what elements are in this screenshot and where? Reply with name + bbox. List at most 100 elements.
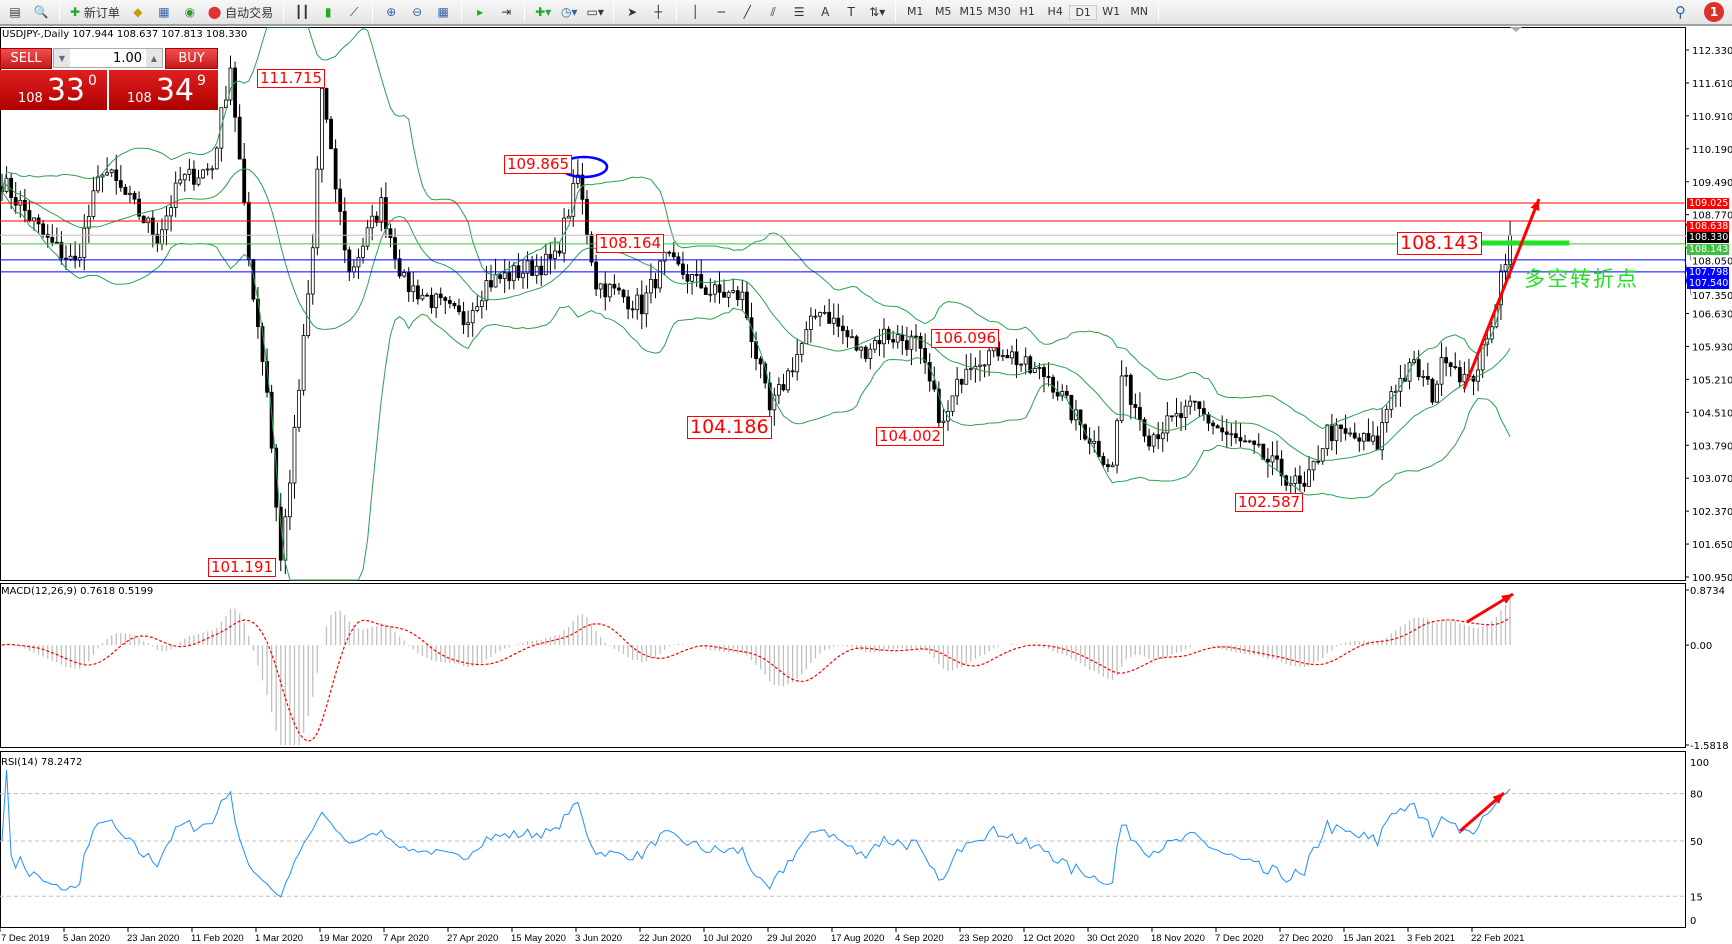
sell-button[interactable]: SELL [0,48,52,69]
signals-icon[interactable]: ◉ [184,5,196,19]
notification-badge[interactable]: 1 [1704,2,1724,22]
price-annotation: 104.002 [876,427,945,446]
price-tick-label: 104.510 [1692,408,1732,419]
candle-body [411,285,416,293]
price-tick-label: 103.070 [1692,474,1732,485]
search-icon[interactable]: ⚲ [1675,3,1686,21]
candle-body [836,317,841,327]
price-chart[interactable]: 112.330 111.610 110.910 110.190 109.490 108.7… [0,27,1732,944]
line-chart-icon[interactable]: ⟋ [349,4,359,19]
candle-body [895,334,900,343]
lot-size-field[interactable]: ▼ 1.00 ▲ [53,48,163,68]
candle-body [100,174,105,178]
candle-body [1444,357,1449,364]
new-order-button[interactable]: ✚ 新订单 [67,1,123,23]
indicators-icon[interactable]: ✚▾ [535,5,552,19]
bollinger-middle [1,168,1511,462]
date-label: 19 Mar 2020 [319,933,372,944]
terminal-icon[interactable]: ▦ [158,5,170,19]
candle-body [840,325,845,331]
price-level-leader [1684,243,1688,250]
candle-body [388,228,393,239]
zoom-in-icon[interactable]: ⊕ [386,5,397,19]
lot-size-value[interactable]: 1.00 [113,50,142,66]
timeframe-mn[interactable]: MN [1130,4,1149,18]
candle-body [1037,367,1042,369]
lot-increase-icon[interactable]: ▲ [146,49,162,67]
vertical-line-icon[interactable]: │ [691,5,699,19]
candle-body [713,284,717,295]
candle-body [1160,432,1165,440]
candle-body [690,274,694,282]
metaeditor-icon[interactable]: ◆ [133,5,143,19]
candle-body [621,289,626,298]
bar-chart-icon[interactable]: ┃┃ [294,5,310,19]
candle-body [1197,401,1202,409]
cursor-icon[interactable]: ➤ [627,5,638,19]
crosshair-icon[interactable]: ┼ [654,5,662,19]
fibonacci-icon[interactable]: ☰ [793,5,805,19]
candle-body [1238,437,1243,442]
buy-price[interactable]: 108 34 9 [109,70,218,110]
date-label: 17 Aug 2020 [831,933,884,944]
timeframe-h1[interactable]: H1 [1019,4,1035,18]
trendline-icon[interactable]: ╱ [743,5,751,19]
price-tick-label: 106.630 [1692,310,1732,321]
price-tick-label: 108.050 [1692,257,1732,268]
price-tick-label: 103.790 [1692,441,1732,452]
rsi-arrow-head [1492,793,1504,804]
timeframe-d1[interactable]: D1 [1069,4,1098,20]
tile-windows-icon[interactable]: ▦ [437,5,449,19]
candle-body [1371,435,1375,442]
timeframe-m30[interactable]: M30 [987,4,1011,18]
auto-trading-button[interactable]: ⬤ 自动交易 [205,1,276,23]
new-chart-icon[interactable]: ▤ [9,5,21,19]
candle-body [324,87,329,120]
timeframe-h4[interactable]: H4 [1047,4,1063,18]
price-level-label: 108.638 [1687,220,1729,232]
timeframe-bar: M1 M5 M15 M30 H1 H4 D1 W1 MN [901,4,1153,20]
arrows-icon[interactable]: ⇅▾ [869,5,886,19]
text-icon[interactable]: A [821,5,830,19]
sell-price[interactable]: 108 33 0 [0,70,107,110]
lot-decrease-icon[interactable]: ▼ [54,49,70,67]
horizontal-line-icon[interactable]: ─ [717,5,725,19]
buy-button[interactable]: BUY [165,48,218,69]
auto-scroll-icon[interactable]: ▸ [477,5,484,19]
candle-body [351,266,356,273]
candle-body [1485,338,1490,345]
equidistant-channel-icon[interactable]: ⫽ [770,4,776,19]
timeframe-m15[interactable]: M15 [959,4,983,18]
candle-body [831,317,836,324]
candle-body [708,293,713,296]
candle-body [54,241,59,244]
timeframe-m5[interactable]: M5 [934,4,952,18]
candle-body [566,215,571,219]
candlestick-icon[interactable]: ▮ [324,5,332,19]
candle-body [799,343,804,355]
date-label: 27 Dec 2020 [1279,933,1333,944]
candle-body [489,280,493,288]
candle-body [1055,391,1060,397]
price-level-label: 108.330 [1687,232,1729,244]
timeframe-m1[interactable]: M1 [906,4,924,18]
periods-icon[interactable]: ◷▾ [560,5,578,19]
candle-body [452,303,457,307]
date-label: 11 Feb 2020 [191,933,244,944]
candle-body [379,197,384,223]
zoom-out-icon[interactable]: ⊖ [412,5,423,19]
market-watch-icon[interactable]: 🔍 [33,5,49,19]
candle-body [415,285,420,300]
candle-body [886,328,891,340]
candle-body [310,247,315,295]
candle-body [86,216,91,229]
candle-body [22,199,27,211]
candle-body [402,272,407,277]
templates-icon[interactable]: ▭▾ [586,5,604,19]
candle-body [182,173,187,181]
text-label-icon[interactable]: T [847,5,855,19]
auto-trading-icon: ⬤ [207,5,222,19]
candle-body [1124,374,1129,377]
timeframe-w1[interactable]: W1 [1102,4,1121,18]
chart-shift-icon[interactable]: ⇥ [501,5,512,19]
